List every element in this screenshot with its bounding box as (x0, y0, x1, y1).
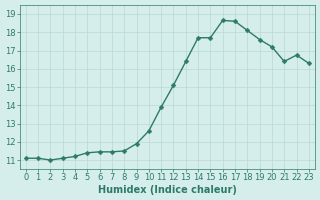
X-axis label: Humidex (Indice chaleur): Humidex (Indice chaleur) (98, 185, 237, 195)
